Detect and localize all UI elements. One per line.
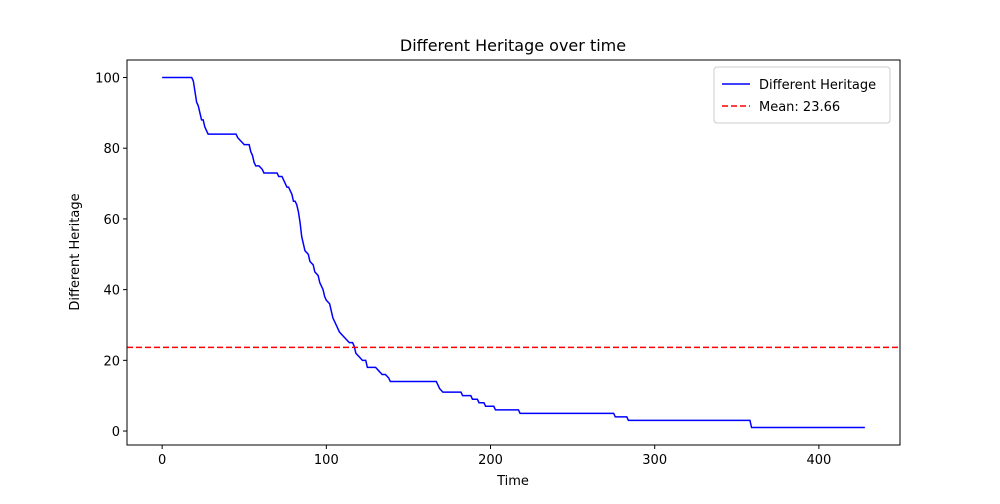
y-axis-label: Different Heritage [68,193,83,310]
x-tick-label: 300 [642,453,667,468]
legend-label: Different Heritage [759,78,876,93]
y-tick-label: 40 [103,284,120,299]
x-tick-label: 200 [478,453,503,468]
x-tick-label: 100 [314,453,339,468]
data-line [162,76,865,429]
chart-title: Different Heritage over time [400,36,626,55]
x-axis-label: Time [496,474,529,489]
y-tick-label: 60 [103,213,120,228]
y-tick-label: 80 [103,142,120,157]
y-tick-label: 0 [112,425,120,440]
plot-frame [126,59,901,446]
legend-box [713,66,891,124]
x-tick-label: 400 [806,453,831,468]
y-tick-label: 20 [103,354,120,369]
x-tick-label: 0 [158,453,166,468]
legend-label: Mean: 23.66 [759,100,840,115]
y-tick-label: 100 [95,72,120,87]
